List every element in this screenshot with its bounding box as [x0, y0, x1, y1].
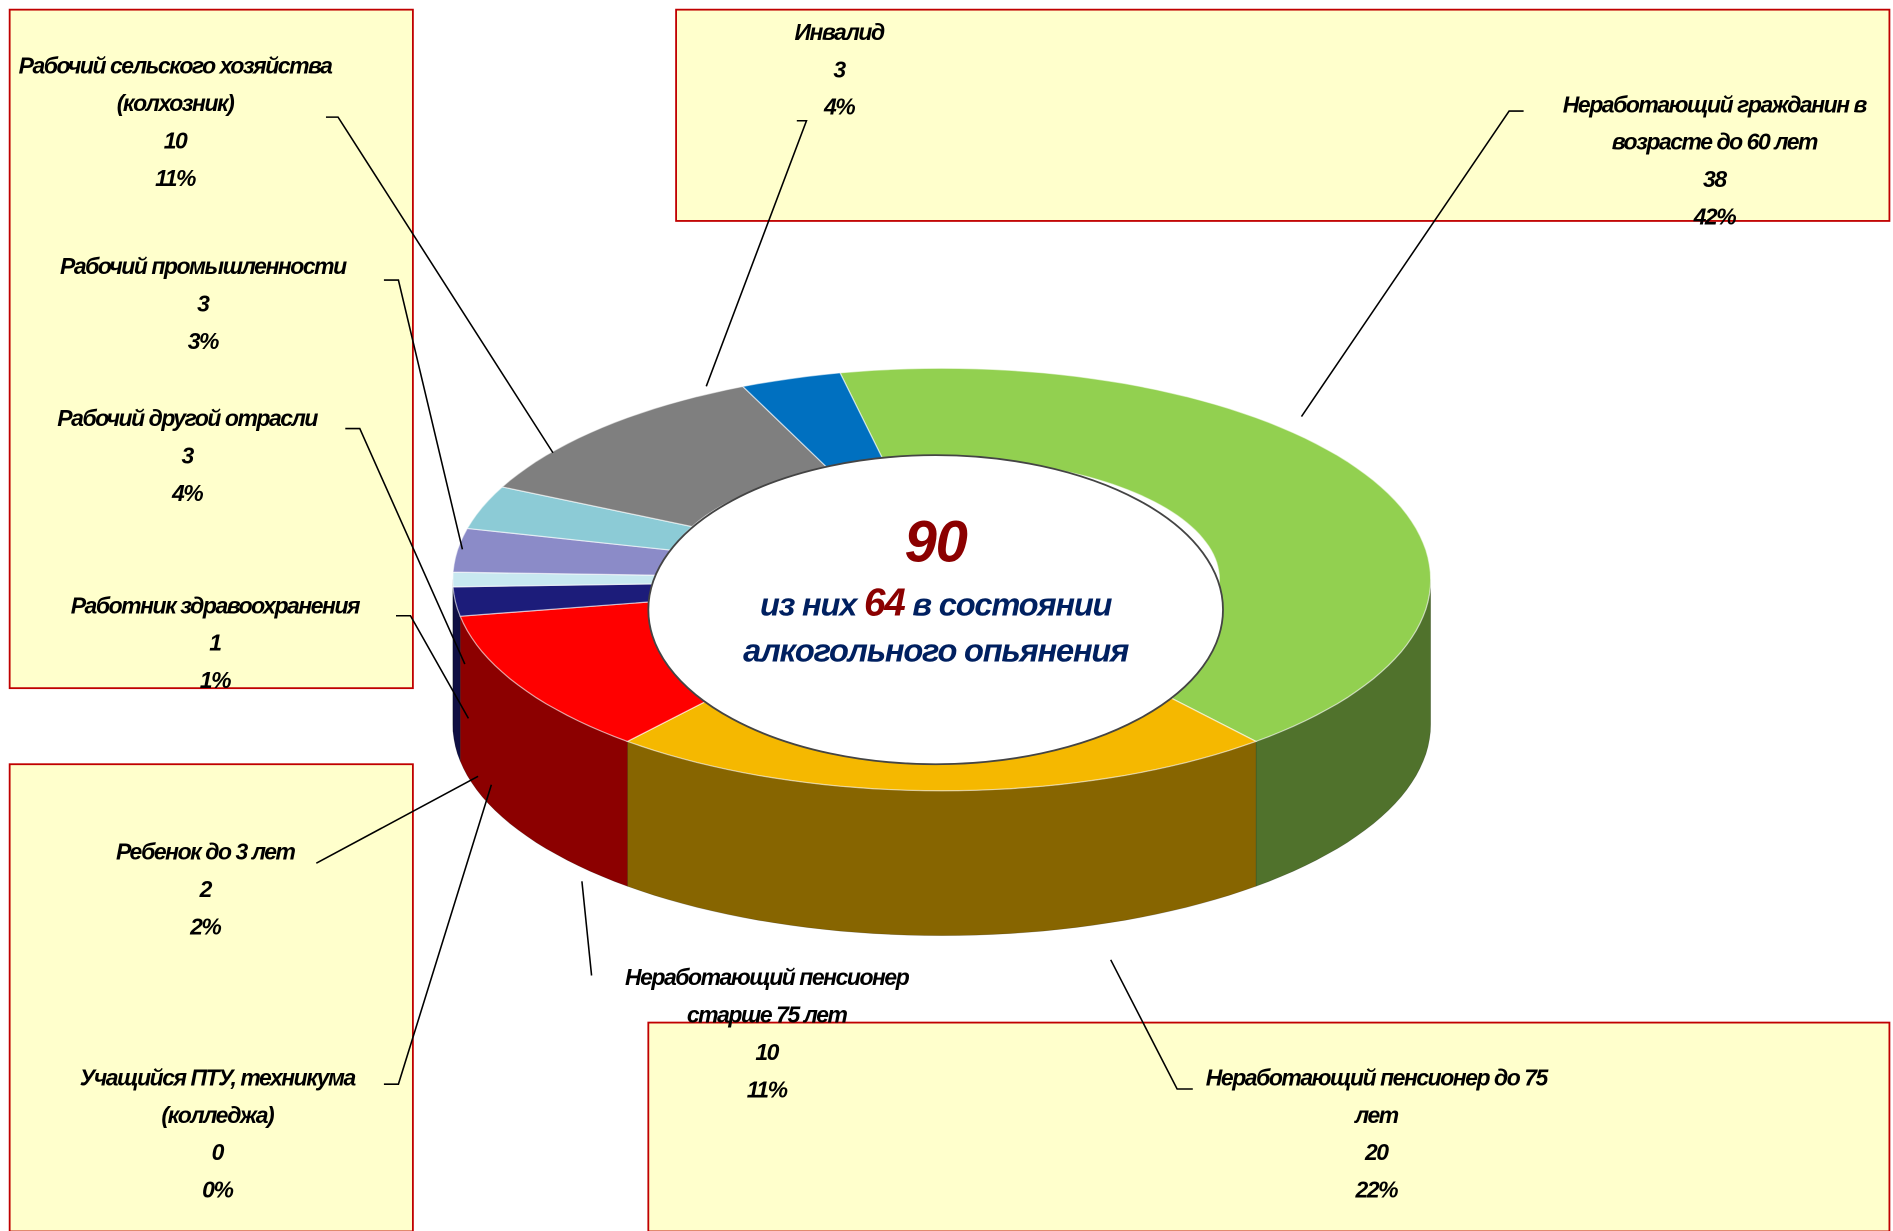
- data-label: Неработающий гражданин в возрасте до 60 …: [1533, 87, 1893, 256]
- data-label-text: Неработающий гражданин в возрасте до 60 …: [1533, 87, 1893, 237]
- value-label: 0: [36, 1135, 398, 1172]
- category-label: Неработающий пенсионер старше 75 лет: [586, 960, 948, 1035]
- value-label: 3: [718, 52, 959, 89]
- category-label: Неработающий пенсионер до 75 лет: [1189, 1060, 1563, 1135]
- category-label: Рабочий сельского хозяйства (колхозник): [12, 48, 338, 123]
- value-label: 10: [12, 123, 338, 160]
- value-label: 2: [66, 872, 344, 909]
- percent-label: 2%: [66, 909, 344, 946]
- value-label: 3: [10, 286, 396, 323]
- value-label: 20: [1189, 1135, 1563, 1172]
- center-count: 64: [864, 581, 905, 624]
- value-label: 1: [16, 625, 414, 662]
- data-label: Учащийся ПТУ, техникума (колледжа)00%: [36, 1060, 398, 1229]
- category-label: Рабочий промышленности: [10, 249, 396, 286]
- percent-label: 42%: [1533, 199, 1893, 236]
- value-label: 3: [6, 438, 368, 475]
- percent-label: 4%: [718, 89, 959, 126]
- center-total: 90: [730, 507, 1140, 579]
- chart: 90из них 64 в состоянии алкогольного опь…: [0, 0, 1893, 1231]
- value-label: 38: [1533, 162, 1893, 199]
- center-prefix: из них: [760, 587, 856, 623]
- percent-label: 1%: [16, 663, 414, 700]
- category-label: Учащийся ПТУ, техникума (колледжа): [36, 1060, 398, 1135]
- page: 90из них 64 в состоянии алкогольного опь…: [0, 0, 1893, 1231]
- data-label: Рабочий сельского хозяйства (колхозник)1…: [12, 48, 338, 217]
- percent-label: 0%: [36, 1172, 398, 1209]
- category-label: Работник здравоохранения: [16, 588, 414, 625]
- percent-label: 22%: [1189, 1172, 1563, 1209]
- data-label: Неработающий пенсионер старше 75 лет1011…: [586, 960, 948, 1129]
- center-sub: из них 64 в состоянии алкогольного опьян…: [730, 580, 1140, 674]
- percent-label: 4%: [6, 476, 368, 513]
- category-label: Ребенок до 3 лет: [66, 834, 344, 871]
- category-label: Неработающий гражданин в возрасте до 60 …: [1533, 87, 1893, 162]
- data-label-text: Рабочий сельского хозяйства (колхозник)1…: [12, 48, 338, 198]
- percent-label: 3%: [10, 324, 396, 361]
- percent-label: 11%: [586, 1072, 948, 1109]
- category-label: Инвалид: [718, 14, 959, 51]
- value-label: 10: [586, 1035, 948, 1072]
- percent-label: 11%: [12, 161, 338, 198]
